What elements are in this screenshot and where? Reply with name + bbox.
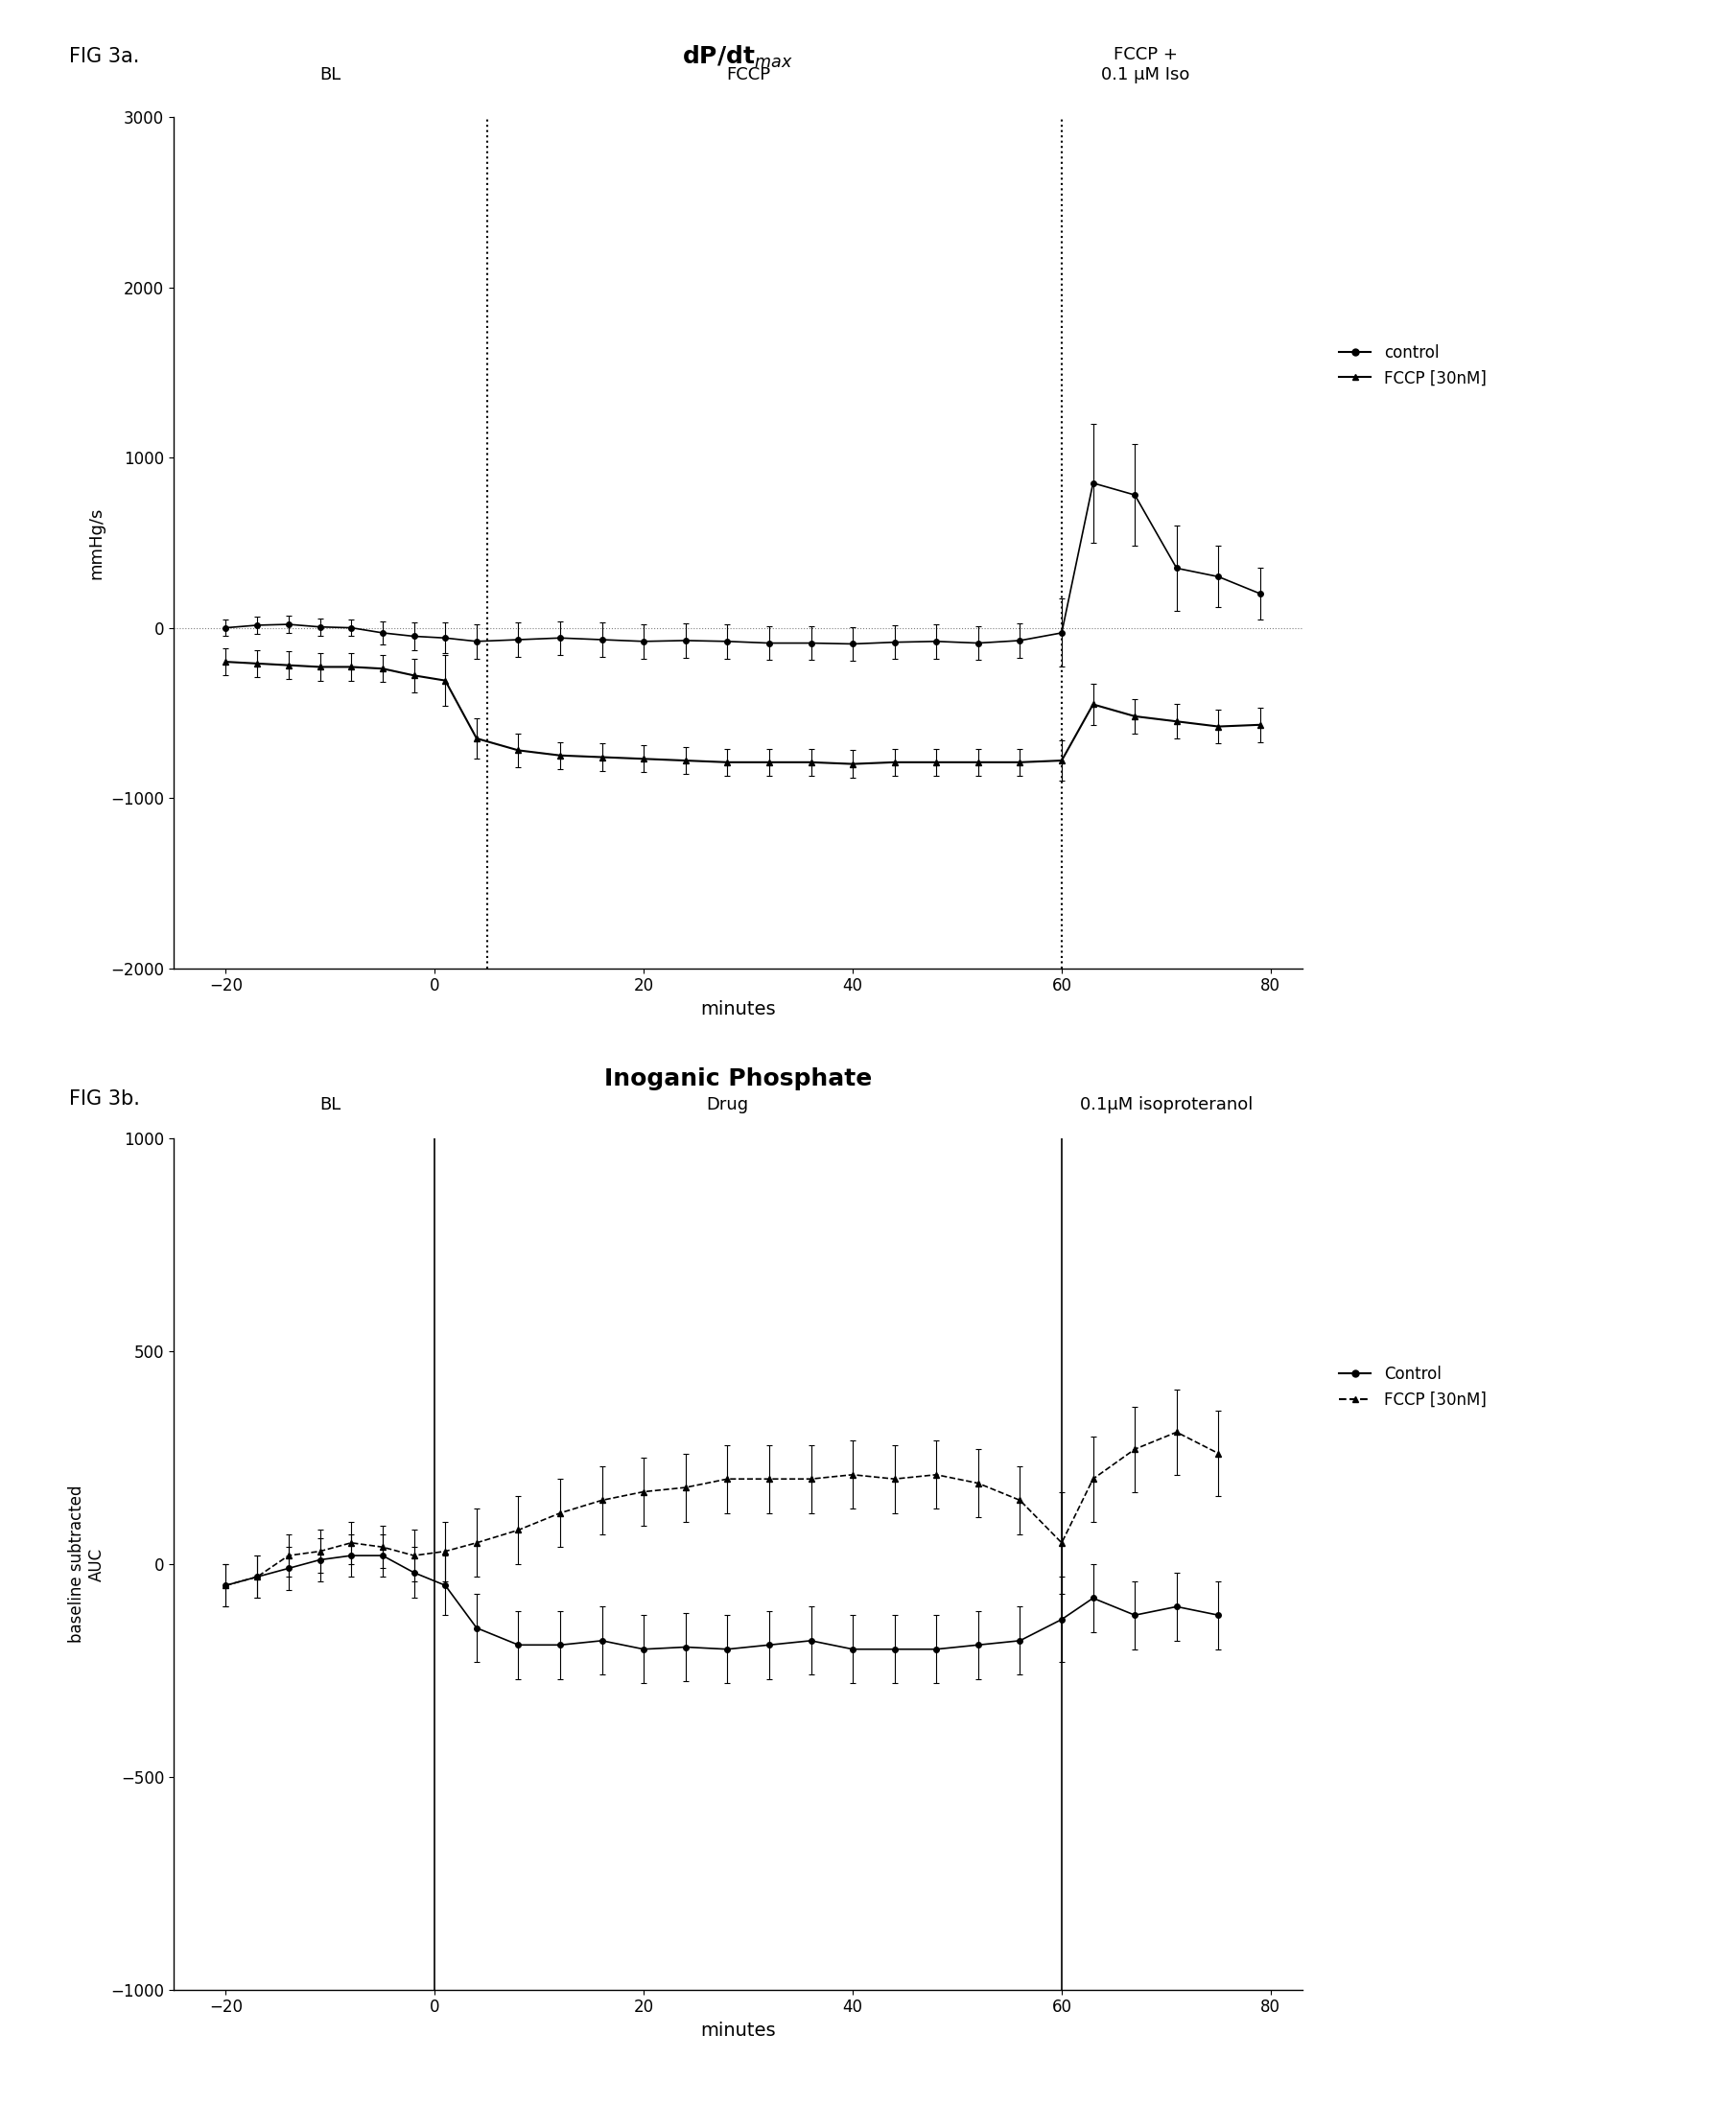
X-axis label: minutes: minutes: [700, 2022, 776, 2041]
Text: FCCP: FCCP: [726, 66, 771, 83]
Title: dP/dt$_{max}$: dP/dt$_{max}$: [682, 43, 793, 70]
Text: Drug: Drug: [707, 1096, 748, 1113]
Legend: Control, FCCP [30nM]: Control, FCCP [30nM]: [1333, 1360, 1493, 1415]
Text: BL: BL: [319, 1096, 340, 1113]
Text: 0.1μM isoproteranol: 0.1μM isoproteranol: [1080, 1096, 1253, 1113]
Legend: control, FCCP [30nM]: control, FCCP [30nM]: [1333, 338, 1493, 394]
X-axis label: minutes: minutes: [700, 1000, 776, 1019]
Text: FCCP +
0.1 μM Iso: FCCP + 0.1 μM Iso: [1101, 47, 1189, 83]
Text: FIG 3a.: FIG 3a.: [69, 47, 141, 66]
Text: BL: BL: [319, 66, 340, 83]
Y-axis label: mmHg/s: mmHg/s: [89, 506, 106, 579]
Y-axis label: baseline subtracted
AUC: baseline subtracted AUC: [68, 1485, 106, 1643]
Text: FIG 3b.: FIG 3b.: [69, 1090, 141, 1109]
Title: Inoganic Phosphate: Inoganic Phosphate: [604, 1066, 871, 1090]
